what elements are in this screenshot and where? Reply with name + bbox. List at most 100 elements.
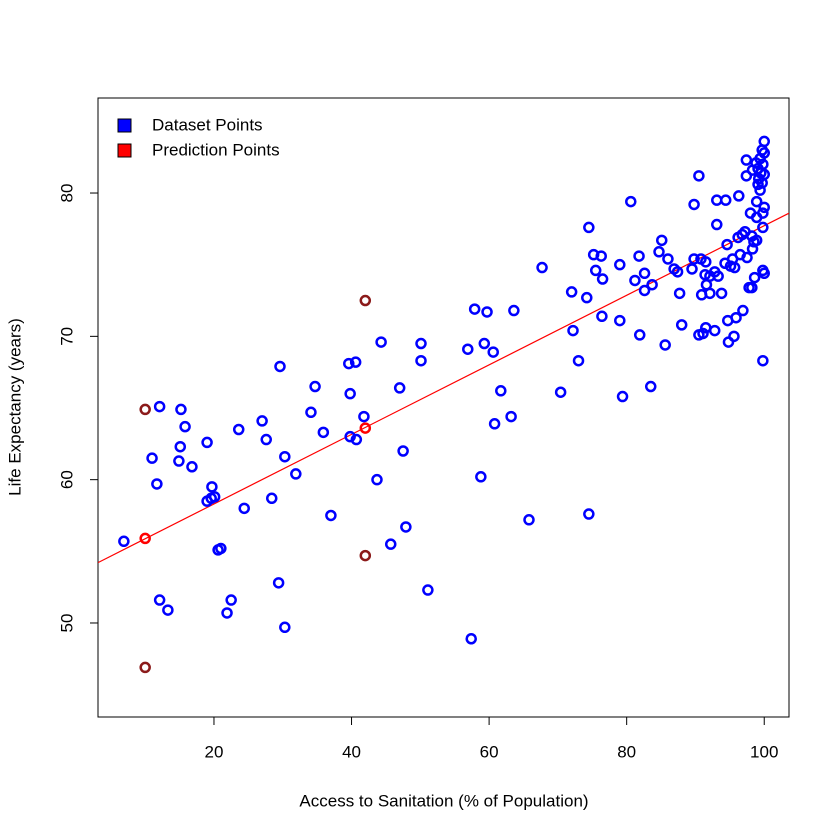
data-point: [719, 194, 732, 206]
data-point: [186, 461, 198, 473]
y-tick-label: 50: [57, 614, 76, 633]
data-point: [174, 440, 187, 453]
data-point: [740, 154, 753, 166]
x-tick-label: 100: [750, 742, 778, 761]
data-point: [757, 354, 769, 367]
data-point: [708, 324, 721, 337]
data-point: [686, 263, 698, 275]
data-point: [153, 594, 166, 606]
data-point: [232, 423, 245, 436]
data-point: [740, 170, 753, 182]
data-point: [238, 502, 250, 515]
data-point: [344, 430, 356, 443]
data-point: [384, 538, 397, 550]
data-point: [481, 306, 493, 318]
data-point: [325, 509, 337, 522]
data-point: [754, 184, 766, 196]
data-point: [746, 281, 758, 294]
data-point: [274, 360, 286, 373]
data-point: [468, 303, 481, 315]
data-point: [256, 415, 268, 427]
data-point: [653, 246, 665, 258]
data-point: [153, 400, 166, 413]
data-point: [162, 604, 174, 616]
data-point: [505, 410, 517, 423]
data-point: [508, 304, 520, 317]
x-tick-label: 80: [617, 742, 636, 761]
data-point: [359, 422, 372, 434]
data-point: [671, 266, 684, 278]
y-tick-label: 70: [57, 327, 76, 346]
data-point: [625, 195, 637, 208]
data-point: [317, 426, 330, 439]
plot-frame: [97, 97, 790, 718]
data-point: [728, 330, 740, 343]
data-point: [359, 549, 372, 562]
data-point: [656, 234, 668, 247]
data-point: [146, 452, 158, 464]
data-point: [750, 195, 763, 208]
data-point: [375, 336, 387, 348]
data-point: [633, 250, 645, 262]
data-point: [697, 327, 709, 340]
fit-line: [98, 212, 789, 564]
data-point: [700, 256, 712, 268]
data-point: [215, 542, 227, 555]
data-point: [721, 238, 733, 251]
data-point: [290, 468, 302, 480]
data-point: [309, 380, 321, 393]
data-point: [343, 357, 355, 370]
data-point: [758, 267, 770, 280]
data-point: [400, 521, 412, 533]
data-point: [415, 354, 427, 367]
plot-area: [98, 135, 789, 674]
data-point: [644, 380, 657, 393]
data-point: [715, 287, 728, 300]
data-point: [265, 492, 278, 505]
data-point: [139, 661, 151, 674]
data-point: [349, 356, 362, 368]
data-point: [358, 410, 370, 423]
data-point: [279, 450, 291, 463]
data-point: [583, 508, 595, 520]
data-point: [139, 403, 151, 416]
data-point: [478, 337, 491, 350]
data-point: [675, 319, 688, 331]
data-point: [565, 286, 578, 298]
data-point: [758, 168, 770, 181]
data-point: [659, 339, 671, 351]
data-point: [711, 194, 723, 206]
data-point: [596, 310, 608, 323]
data-point: [572, 354, 585, 367]
data-point: [397, 445, 409, 457]
data-point: [758, 201, 770, 214]
data-point: [711, 218, 723, 231]
data-point: [646, 278, 658, 291]
data-point: [465, 632, 477, 645]
y-tick-label: 60: [57, 470, 76, 489]
data-point: [638, 284, 651, 297]
data-point: [629, 274, 641, 287]
data-point: [225, 594, 237, 606]
data-point: [350, 433, 363, 446]
x-tick-label: 20: [205, 742, 224, 761]
data-point: [179, 420, 191, 433]
data-point: [371, 473, 383, 486]
data-point: [487, 346, 499, 358]
data-point: [633, 329, 646, 341]
data-point: [583, 221, 595, 234]
data-point: [175, 403, 187, 416]
data-point: [272, 577, 285, 589]
data-point: [475, 471, 487, 483]
data-point: [488, 418, 501, 430]
y-axis-label: Life Expectancy (years): [5, 318, 24, 496]
data-point: [422, 584, 434, 596]
x-tick-label: 60: [480, 742, 499, 761]
data-point: [748, 271, 761, 284]
data-point: [359, 294, 372, 307]
data-point: [614, 258, 626, 271]
legend-label: Dataset Points: [152, 115, 263, 134]
y-tick-label: 80: [57, 184, 76, 203]
